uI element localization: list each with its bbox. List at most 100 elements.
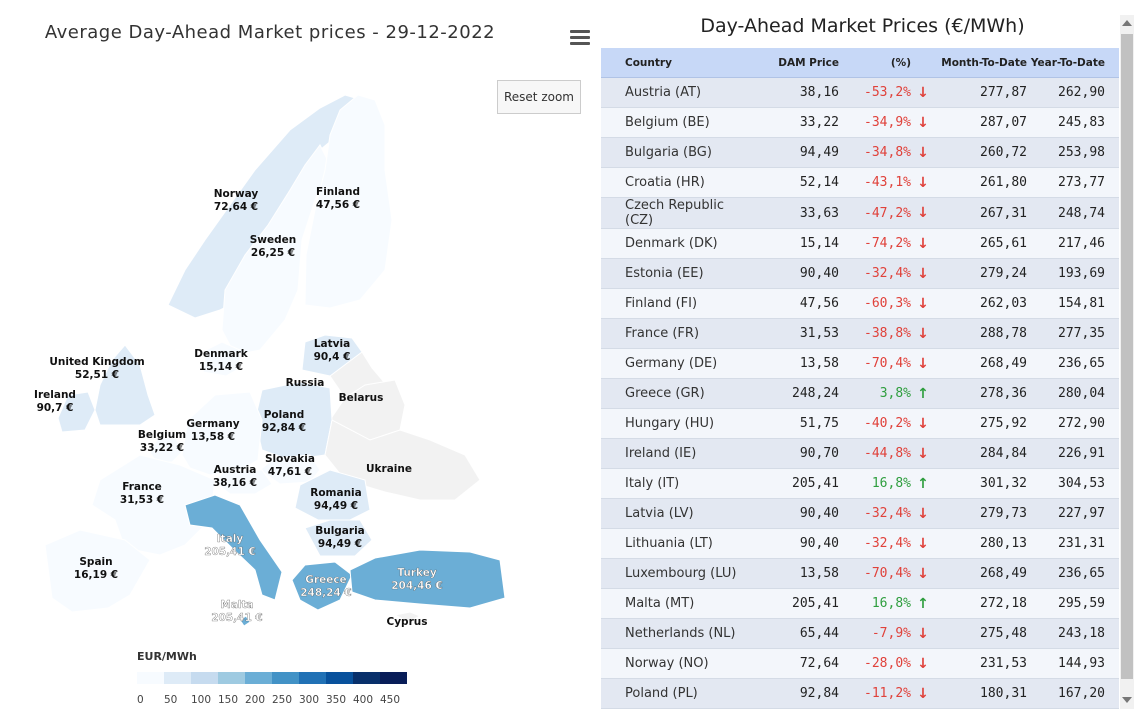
country-cell: Belgium (BE) xyxy=(601,107,751,138)
legend-tick: 100 xyxy=(191,694,212,706)
region-name-label: Ukraine xyxy=(366,463,412,475)
reset-zoom-button[interactable]: Reset zoom xyxy=(497,80,581,114)
region-value-label: 33,22 € xyxy=(140,442,184,454)
region-malta[interactable] xyxy=(239,615,251,627)
table-row[interactable]: Estonia (EE) 90,40 -32,4% ↓ 279,24 193,69 xyxy=(601,258,1119,289)
header-percent[interactable]: (%) xyxy=(845,48,911,78)
region-name-label: Sweden xyxy=(250,234,297,246)
month-to-date-cell: 272,18 xyxy=(935,588,1029,619)
region-name-label: Italy xyxy=(217,533,244,545)
legend-tick: 200 xyxy=(245,694,266,706)
region-austria[interactable] xyxy=(214,469,273,495)
header-dam-price[interactable]: DAM Price xyxy=(751,48,845,78)
header-month-to-date[interactable]: Month-To-Date xyxy=(935,48,1029,78)
legend-title: EUR/MWh xyxy=(137,650,197,663)
table-row[interactable]: Netherlands (NL) 65,44 -7,9% ↓ 275,48 243,18 xyxy=(601,618,1119,649)
country-cell: Denmark (DK) xyxy=(601,228,751,259)
arrow-down-icon: ↓ xyxy=(911,528,935,559)
table-row[interactable]: Austria (AT) 38,16 -53,2% ↓ 277,87 262,90 xyxy=(601,77,1119,108)
region-greece[interactable] xyxy=(291,561,353,611)
price-cell: 90,40 xyxy=(751,498,845,529)
country-cell: Croatia (HR) xyxy=(601,167,751,198)
table-body: Austria (AT) 38,16 -53,2% ↓ 277,87 262,90 Belg… xyxy=(601,77,1119,709)
region-poland[interactable] xyxy=(254,381,333,461)
prices-table-container[interactable]: Country DAM Price (%) Month-To-Date Year… xyxy=(601,48,1119,709)
region-denmark[interactable] xyxy=(202,341,241,377)
price-cell: 52,14 xyxy=(751,167,845,198)
month-to-date-cell: 277,87 xyxy=(935,77,1029,108)
table-row[interactable]: Finland (FI) 47,56 -60,3% ↓ 262,03 154,81 xyxy=(601,288,1119,319)
region-united-kingdom[interactable] xyxy=(94,344,156,426)
region-turkey[interactable] xyxy=(349,549,506,609)
price-cell: 31,53 xyxy=(751,318,845,349)
table-row[interactable]: Denmark (DK) 15,14 -74,2% ↓ 265,61 217,46 xyxy=(601,228,1119,259)
region-france[interactable] xyxy=(91,454,216,556)
region-value-label: 72,64 € xyxy=(214,201,258,213)
region-name-label: France xyxy=(122,481,162,493)
percent-cell: -74,2% xyxy=(845,228,911,259)
percent-cell: -34,8% xyxy=(845,137,911,168)
region-bulgaria[interactable] xyxy=(304,519,373,557)
region-italy[interactable] xyxy=(184,494,283,601)
year-to-date-cell: 245,83 xyxy=(1029,107,1119,138)
table-row[interactable]: Croatia (HR) 52,14 -43,1% ↓ 261,80 273,77 xyxy=(601,167,1119,198)
month-to-date-cell: 279,73 xyxy=(935,498,1029,529)
header-country[interactable]: Country xyxy=(601,48,751,78)
country-cell: Bulgaria (BG) xyxy=(601,137,751,168)
country-cell: Luxembourg (LU) xyxy=(601,558,751,589)
table-row[interactable]: Lithuania (LT) 90,40 -32,4% ↓ 280,13 231,31 xyxy=(601,528,1119,559)
scrollbar-thumb[interactable] xyxy=(1121,34,1133,679)
legend-tick: 350 xyxy=(326,694,347,706)
region-finland[interactable] xyxy=(304,94,393,309)
region-name-label: Norway xyxy=(214,188,259,200)
percent-cell: -70,4% xyxy=(845,558,911,589)
arrow-up-icon: ↑ xyxy=(911,378,935,409)
region-slovakia[interactable] xyxy=(259,454,321,485)
table-row[interactable]: Malta (MT) 205,41 16,8% ↑ 272,18 295,59 xyxy=(601,588,1119,619)
table-row[interactable]: Italy (IT) 205,41 16,8% ↑ 301,32 304,53 xyxy=(601,468,1119,499)
month-to-date-cell: 268,49 xyxy=(935,348,1029,379)
table-title: Day-Ahead Market Prices (€/MWh) xyxy=(700,15,1025,37)
region-ireland[interactable] xyxy=(57,391,96,433)
region-value-label: 15,14 € xyxy=(199,361,243,373)
table-row[interactable]: Norway (NO) 72,64 -28,0% ↓ 231,53 144,93 xyxy=(601,648,1119,679)
percent-cell: -53,2% xyxy=(845,77,911,108)
arrow-down-icon: ↓ xyxy=(911,228,935,259)
table-row[interactable]: Luxembourg (LU) 13,58 -70,4% ↓ 268,49 236,65 xyxy=(601,558,1119,589)
table-row[interactable]: Ireland (IE) 90,70 -44,8% ↓ 284,84 226,91 xyxy=(601,438,1119,469)
table-row[interactable]: Poland (PL) 92,84 -11,2% ↓ 180,31 167,20 xyxy=(601,678,1119,709)
table-row[interactable]: Latvia (LV) 90,40 -32,4% ↓ 279,73 227,97 xyxy=(601,498,1119,529)
header-year-to-date[interactable]: Year-To-Date xyxy=(1029,48,1119,78)
arrow-down-icon: ↓ xyxy=(911,618,935,649)
year-to-date-cell: 277,35 xyxy=(1029,318,1119,349)
region-value-label: 248,24 € xyxy=(300,587,351,599)
arrow-down-icon: ↓ xyxy=(911,197,935,229)
price-cell: 33,63 xyxy=(751,197,845,229)
table-row[interactable]: Greece (GR) 248,24 3,8% ↑ 278,36 280,04 xyxy=(601,378,1119,409)
region-spain[interactable] xyxy=(44,529,151,613)
scroll-up-arrow-icon[interactable] xyxy=(1122,20,1132,26)
region-name-label: Germany xyxy=(186,418,239,430)
percent-cell: 16,8% xyxy=(845,468,911,499)
country-cell: Italy (IT) xyxy=(601,468,751,499)
month-to-date-cell: 279,24 xyxy=(935,258,1029,289)
region-name-label: Greece xyxy=(305,574,346,586)
percent-cell: -28,0% xyxy=(845,648,911,679)
price-cell: 38,16 xyxy=(751,77,845,108)
region-romania[interactable] xyxy=(294,469,371,521)
table-row[interactable]: Hungary (HU) 51,75 -40,2% ↓ 275,92 272,90 xyxy=(601,408,1119,439)
arrow-down-icon: ↓ xyxy=(911,258,935,289)
hamburger-menu-icon[interactable] xyxy=(570,30,590,48)
region-value-label: 205,41 € xyxy=(211,612,262,624)
scroll-down-arrow-icon[interactable] xyxy=(1122,697,1132,703)
region-germany[interactable] xyxy=(181,391,263,476)
table-row[interactable]: France (FR) 31,53 -38,8% ↓ 288,78 277,35 xyxy=(601,318,1119,349)
region-cyprus[interactable] xyxy=(393,611,422,623)
table-row[interactable]: Belgium (BE) 33,22 -34,9% ↓ 287,07 245,83 xyxy=(601,107,1119,138)
table-row[interactable]: Czech Republic (CZ) 33,63 -47,2% ↓ 267,31 248… xyxy=(601,197,1119,229)
table-row[interactable]: Bulgaria (BG) 94,49 -34,8% ↓ 260,72 253,98 xyxy=(601,137,1119,168)
price-cell: 248,24 xyxy=(751,378,845,409)
table-row[interactable]: Germany (DE) 13,58 -70,4% ↓ 268,49 236,65 xyxy=(601,348,1119,379)
price-cell: 205,41 xyxy=(751,588,845,619)
